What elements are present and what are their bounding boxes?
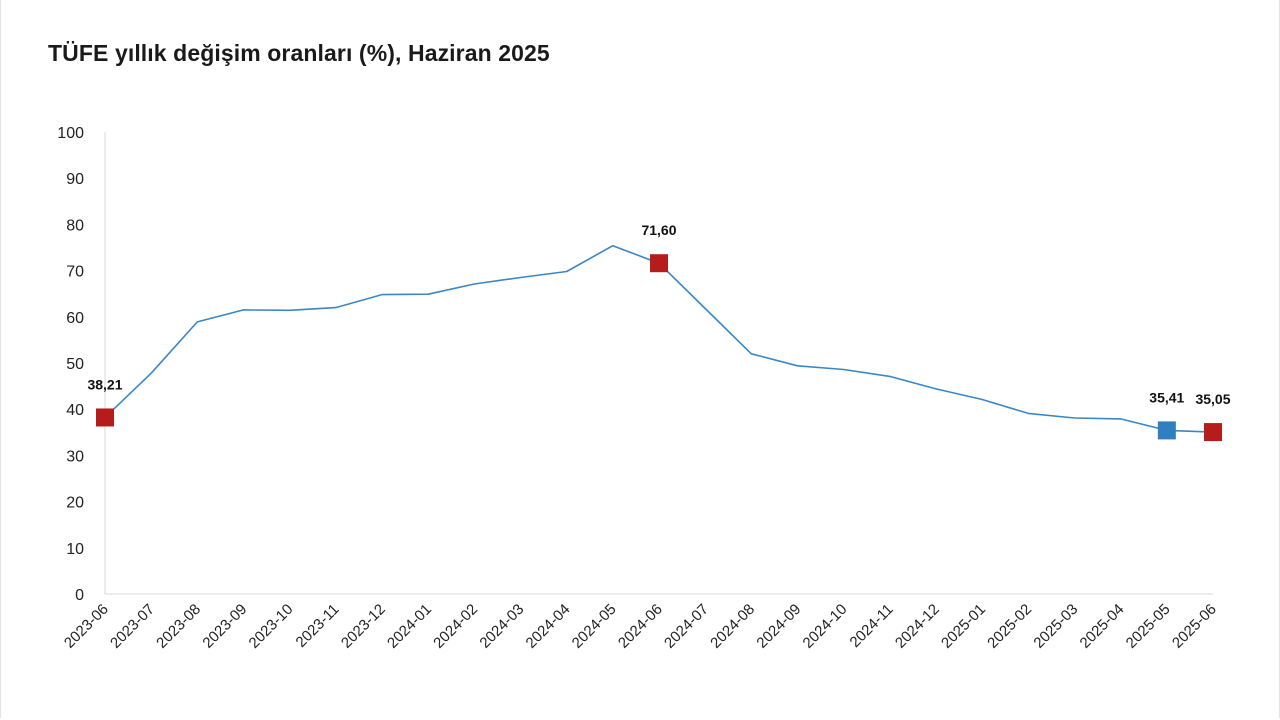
data-label: 71,60 [641,222,676,238]
x-tick-label: 2024-11 [847,601,897,651]
x-tick-label: 2023-09 [199,601,250,652]
data-point-marker [650,254,668,273]
x-tick-label: 2024-02 [430,601,481,652]
x-tick-label: 2024-12 [892,601,943,652]
x-tick-label: 2023-08 [153,601,204,652]
x-tick-label: 2023-11 [293,601,343,651]
y-tick-label: 20 [66,495,84,512]
y-tick-label: 90 [66,171,84,188]
x-tick-label: 2023-06 [61,601,112,652]
x-tick-label: 2024-08 [707,601,758,652]
x-tick-label: 2024-04 [523,601,574,652]
x-tick-label: 2025-05 [1123,601,1174,652]
x-tick-label: 2023-12 [338,601,389,652]
y-tick-label: 70 [66,264,84,281]
y-tick-label: 80 [66,217,84,234]
x-tick-label: 2024-06 [615,601,666,652]
x-tick-label: 2025-02 [984,601,1035,652]
y-tick-label: 100 [57,125,84,142]
x-tick-label: 2024-05 [569,601,620,652]
data-point-marker [96,408,114,427]
y-tick-label: 0 [75,587,84,604]
x-tick-label: 2025-03 [1030,601,1081,652]
x-tick-label: 2024-09 [753,601,804,652]
x-tick-label: 2024-03 [476,601,527,652]
chart-title: TÜFE yıllık değişim oranları (%), Hazira… [48,40,550,66]
y-tick-label: 10 [66,541,84,558]
x-tick-label: 2025-01 [938,601,989,652]
x-tick-label: 2023-07 [107,601,158,652]
x-tick-label: 2024-07 [661,601,712,652]
x-tick-label: 2023-10 [246,601,297,652]
data-label: 35,41 [1149,389,1184,405]
series-line [104,244,1214,433]
y-tick-label: 40 [66,402,84,419]
data-point-marker [1204,423,1222,442]
y-tick-label: 50 [66,356,84,373]
y-tick-label: 60 [66,310,84,327]
data-point-marker [1157,421,1176,440]
x-tick-label: 2024-01 [384,601,435,652]
data-label: 35,05 [1195,391,1230,407]
data-label: 38,21 [87,376,122,392]
x-tick-label: 2024-10 [800,601,851,652]
x-tick-label: 2025-04 [1077,601,1128,652]
x-tick-label: 2025-06 [1169,601,1220,652]
y-tick-label: 30 [66,448,84,465]
